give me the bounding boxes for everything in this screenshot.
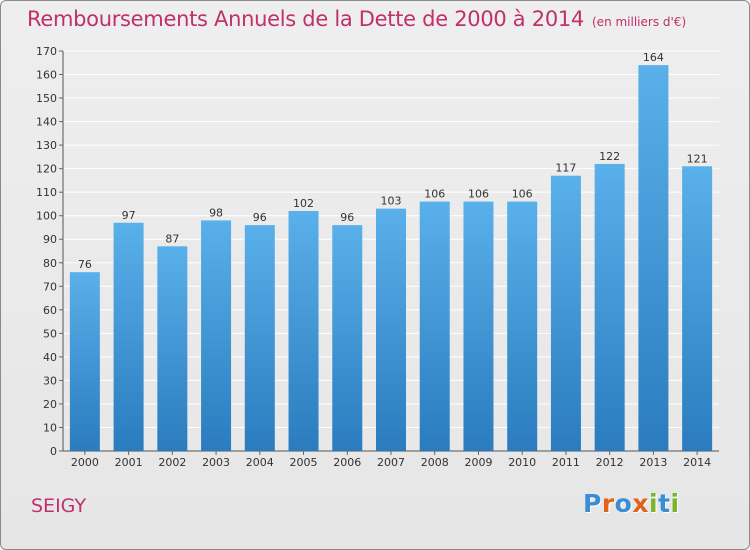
y-tick-label: 70 — [43, 280, 57, 293]
bar — [288, 211, 319, 451]
y-tick-label: 40 — [43, 351, 57, 364]
bar-value-label: 96 — [340, 211, 354, 224]
chart-subtitle: (en milliers d'€) — [592, 15, 687, 29]
commune-name: SEIGY — [31, 495, 87, 517]
x-tick-label: 2008 — [421, 456, 449, 469]
bar — [638, 65, 669, 451]
bar — [682, 166, 713, 451]
bar-value-label: 87 — [165, 232, 179, 245]
bar-value-label: 122 — [599, 150, 620, 163]
logo-letter: i — [649, 489, 659, 518]
y-tick-label: 10 — [43, 421, 57, 434]
bar-value-label: 121 — [687, 152, 708, 165]
bar — [550, 175, 581, 452]
logo-letter: o — [614, 489, 633, 518]
y-tick-label: 50 — [43, 327, 57, 340]
y-tick-label: 160 — [36, 69, 57, 82]
bar — [69, 272, 100, 451]
x-tick-label: 2005 — [290, 456, 318, 469]
x-tick-label: 2009 — [464, 456, 492, 469]
bar-value-label: 97 — [122, 209, 136, 222]
x-tick-label: 2014 — [683, 456, 711, 469]
y-tick-label: 130 — [36, 139, 57, 152]
bar-value-label: 106 — [468, 188, 489, 201]
chart-title-text: Remboursements Annuels de la Dette de 20… — [27, 7, 584, 31]
y-tick-label: 140 — [36, 116, 57, 129]
y-tick-label: 120 — [36, 163, 57, 176]
y-tick-label: 100 — [36, 210, 57, 223]
bar — [113, 222, 144, 451]
y-tick-label: 170 — [36, 45, 57, 58]
x-tick-label: 2012 — [596, 456, 624, 469]
bar-value-label: 106 — [512, 188, 533, 201]
x-tick-label: 2007 — [377, 456, 405, 469]
x-tick-label: 2004 — [246, 456, 274, 469]
logo-letter: i — [670, 489, 680, 518]
bar-value-label: 102 — [293, 197, 314, 210]
bar-value-label: 106 — [424, 188, 445, 201]
chart-title: Remboursements Annuels de la Dette de 20… — [27, 7, 686, 31]
x-tick-label: 2003 — [202, 456, 230, 469]
logo-letter: t — [658, 489, 671, 518]
x-tick-label: 2013 — [639, 456, 667, 469]
bar — [463, 201, 494, 451]
y-tick-label: 150 — [36, 92, 57, 105]
y-tick-label: 0 — [50, 445, 57, 458]
bar-value-label: 76 — [78, 258, 92, 271]
logo-letter: r — [601, 489, 615, 518]
bar-value-label: 117 — [555, 162, 576, 175]
bar — [157, 246, 188, 451]
x-tick-label: 2001 — [115, 456, 143, 469]
bar-value-label: 164 — [643, 51, 664, 64]
bar — [419, 201, 450, 451]
x-tick-label: 2002 — [158, 456, 186, 469]
x-tick-label: 2010 — [508, 456, 536, 469]
bar — [376, 208, 406, 451]
bar — [332, 225, 363, 451]
y-tick-label: 30 — [43, 374, 57, 387]
logo-letter: P — [583, 489, 602, 518]
x-tick-label: 2011 — [552, 456, 580, 469]
bar-value-label: 98 — [209, 206, 223, 219]
proxiti-logo: Proxiti — [583, 489, 680, 518]
bar-value-label: 96 — [253, 211, 267, 224]
y-tick-label: 20 — [43, 398, 57, 411]
logo-letter: x — [632, 489, 649, 518]
y-tick-label: 90 — [43, 233, 57, 246]
x-tick-label: 2000 — [71, 456, 99, 469]
bar — [507, 201, 538, 451]
bar — [594, 163, 625, 452]
bar-value-label: 103 — [381, 195, 402, 208]
y-tick-label: 80 — [43, 257, 57, 270]
x-tick-label: 2006 — [333, 456, 361, 469]
bar — [244, 225, 275, 451]
bar — [201, 220, 232, 451]
y-tick-label: 110 — [36, 186, 57, 199]
y-tick-label: 60 — [43, 304, 57, 317]
